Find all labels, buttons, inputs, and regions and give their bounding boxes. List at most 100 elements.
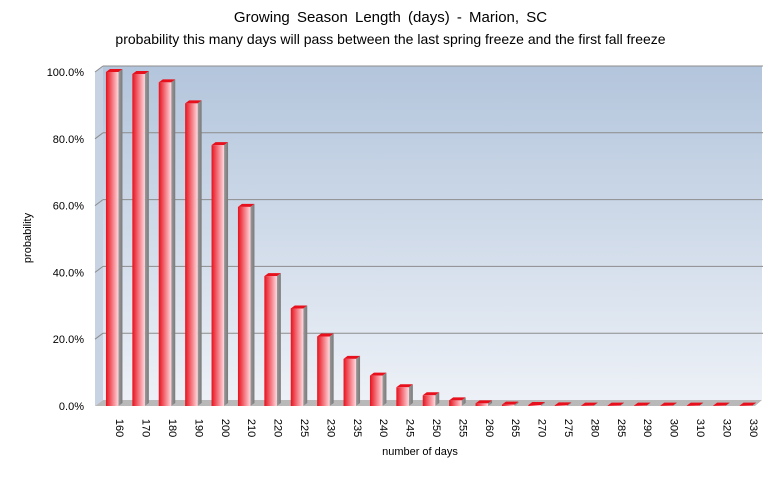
x-tick-label: 265 — [509, 419, 521, 437]
bar-side — [356, 355, 361, 406]
bar — [475, 400, 493, 406]
y-tick-label: 0.0% — [59, 401, 84, 413]
bar-side — [329, 333, 334, 406]
bar-top — [317, 333, 334, 337]
bar-top — [264, 273, 281, 277]
gridline-side — [94, 132, 104, 140]
chart-title: Growing Season Length (days) - Marion, S… — [233, 9, 548, 26]
bar-top — [449, 397, 466, 401]
bar-top — [554, 402, 572, 406]
x-tick-label: 300 — [668, 419, 680, 437]
bar-top — [105, 69, 123, 72]
bar-front — [422, 395, 436, 406]
x-tick-label: 270 — [536, 419, 548, 437]
bar — [581, 402, 598, 406]
bar — [713, 402, 730, 406]
gridline-side — [94, 332, 104, 340]
x-tick-label: 180 — [166, 419, 178, 437]
x-tick-label: 285 — [615, 419, 627, 437]
bar-front — [290, 308, 304, 406]
x-tick-label: 275 — [562, 419, 574, 437]
bar-front — [554, 405, 568, 406]
bar-side — [382, 372, 387, 406]
gridline-side — [94, 199, 104, 207]
y-tick-label: 80.0% — [53, 134, 84, 146]
bar — [343, 355, 361, 406]
bar-side — [620, 402, 625, 406]
bar-front — [396, 387, 409, 406]
x-tick-label: 250 — [430, 419, 442, 437]
bar-top — [660, 402, 677, 406]
bar-side — [752, 402, 757, 406]
bar-top — [396, 384, 413, 388]
bar — [528, 401, 545, 406]
bar-front — [264, 276, 277, 406]
x-tick-label: 225 — [298, 419, 310, 437]
bar-front — [475, 403, 489, 406]
bar-top — [158, 79, 176, 83]
bar-top — [343, 355, 361, 359]
bar-side — [408, 384, 413, 406]
x-tick-label: 220 — [272, 419, 284, 437]
bar-top — [501, 401, 519, 405]
bar — [158, 79, 176, 406]
bar — [501, 401, 519, 406]
bar-side — [276, 273, 281, 406]
bar — [660, 402, 677, 406]
x-tick-label: 280 — [588, 419, 600, 437]
bar-top — [211, 142, 229, 146]
bar — [237, 203, 255, 406]
x-axis-label: number of days — [382, 446, 458, 458]
y-tick-label: 20.0% — [53, 334, 84, 346]
bar — [396, 384, 413, 406]
x-tick-label: 290 — [641, 419, 653, 437]
plot-side-wall — [95, 66, 103, 406]
x-tick-label: 190 — [192, 419, 204, 437]
bar-top — [185, 100, 202, 104]
x-tick-label: 240 — [377, 419, 389, 437]
bar — [264, 273, 281, 406]
bar-side — [567, 402, 572, 406]
bar-side — [197, 100, 202, 407]
bar — [739, 402, 757, 406]
bar-top — [369, 372, 387, 376]
bar-top — [422, 392, 440, 396]
bar-side — [488, 400, 493, 406]
bar-top — [528, 401, 545, 405]
bar — [211, 142, 229, 406]
bar-top — [237, 203, 255, 207]
bar-front — [528, 404, 541, 406]
x-tick-label: 255 — [456, 419, 468, 437]
bar-side — [672, 402, 677, 406]
bar-front — [449, 400, 462, 406]
plot-back-wall — [103, 66, 762, 400]
bar-side — [250, 203, 255, 406]
bar-top — [633, 402, 651, 406]
bar — [290, 305, 308, 406]
y-tick-label: 40.0% — [53, 267, 84, 279]
bar — [633, 402, 651, 406]
bar-side — [435, 392, 440, 406]
y-tick-label: 100.0% — [47, 67, 85, 79]
bar — [554, 402, 572, 406]
x-tick-label: 330 — [747, 419, 759, 437]
bar — [369, 372, 387, 406]
bar-side — [514, 401, 519, 406]
bar-front — [369, 375, 383, 406]
bar-top — [290, 305, 308, 309]
x-tick-label: 230 — [324, 419, 336, 437]
bar-front — [132, 74, 145, 406]
bar-front — [158, 82, 172, 406]
bar-side — [699, 402, 704, 406]
bar — [105, 69, 123, 406]
bar — [607, 402, 625, 406]
x-tick-label: 160 — [113, 419, 125, 437]
bar — [132, 71, 149, 406]
bar-front — [185, 103, 198, 407]
bar-front — [501, 404, 515, 406]
bar-top — [607, 402, 625, 406]
x-tick-label: 245 — [404, 419, 416, 437]
x-tick-label: 320 — [720, 419, 732, 437]
bar — [317, 333, 334, 406]
